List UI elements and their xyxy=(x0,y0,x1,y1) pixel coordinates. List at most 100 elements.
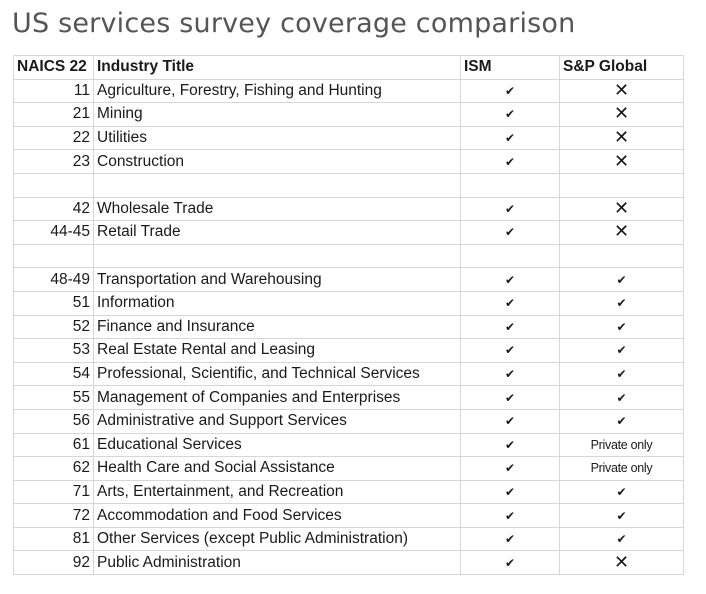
ism-coverage-cell: ✔ xyxy=(460,78,560,104)
sp-global-coverage-cell: ✕ xyxy=(559,550,684,576)
ism-coverage-cell: ✔ xyxy=(460,338,560,363)
check-icon: ✔ xyxy=(616,343,627,358)
naics-code-cell: 62 xyxy=(13,456,94,481)
naics-code-cell: 52 xyxy=(13,314,94,340)
check-icon: ✔ xyxy=(504,437,516,452)
sp-global-coverage-cell xyxy=(559,172,684,198)
naics-code-cell: 42 xyxy=(13,196,94,222)
table-row: 54 Professional, Scientific, and Technica… xyxy=(13,361,684,387)
naics-code-cell: 55 xyxy=(13,385,94,410)
table-row: 62 Health Care and Social Assistance ✔ Priv… xyxy=(13,456,684,481)
industry-title-cell: Administrative and Support Services xyxy=(93,408,461,434)
cross-icon: ✕ xyxy=(613,551,630,572)
table-row: 48-49 Transportation and Warehousing ✔ ✔ xyxy=(13,267,684,292)
sp-global-coverage-cell: ✔ xyxy=(559,479,684,505)
naics-code-cell: 23 xyxy=(13,149,94,174)
cross-icon: ✕ xyxy=(613,197,630,218)
naics-code-cell: 22 xyxy=(13,125,94,151)
ism-coverage-cell: ✔ xyxy=(460,385,560,410)
naics-code-cell xyxy=(13,172,94,198)
ism-coverage-cell: ✔ xyxy=(460,125,560,151)
sp-global-coverage-cell: ✔ xyxy=(559,314,684,340)
industry-title-cell: Wholesale Trade xyxy=(93,196,461,222)
industry-title-cell: Health Care and Social Assistance xyxy=(93,456,461,481)
sp-global-coverage-cell xyxy=(559,243,684,269)
ism-coverage-cell: ✔ xyxy=(460,479,560,505)
naics-code-cell: 48-49 xyxy=(13,267,94,292)
sp-global-coverage-cell: Private only xyxy=(559,456,684,481)
check-icon: ✔ xyxy=(616,272,627,287)
sp-global-coverage-cell: Private only xyxy=(559,432,684,458)
private-only-note: Private only xyxy=(590,437,653,452)
private-only-note: Private only xyxy=(590,461,653,476)
naics-code-cell: 53 xyxy=(13,338,94,363)
naics-code-cell: 61 xyxy=(13,432,94,458)
check-icon: ✔ xyxy=(504,131,516,146)
sp-global-coverage-cell: ✕ xyxy=(559,125,684,151)
table-row: 22 Utilities ✔ ✕ xyxy=(13,125,684,151)
ism-coverage-cell: ✔ xyxy=(460,361,560,387)
industry-title-cell: Mining xyxy=(93,102,461,127)
check-icon: ✔ xyxy=(616,296,627,311)
table-row: 21 Mining ✔ ✕ xyxy=(13,102,684,127)
check-icon: ✔ xyxy=(504,555,516,570)
industry-title-cell: Transportation and Warehousing xyxy=(93,267,461,292)
naics-code-cell: 11 xyxy=(13,78,94,104)
table-row: 52 Finance and Insurance ✔ ✔ xyxy=(13,314,684,340)
sp-global-coverage-cell: ✔ xyxy=(559,385,684,410)
sp-global-coverage-cell: ✔ xyxy=(559,361,684,387)
sp-global-coverage-cell: ✔ xyxy=(559,267,684,292)
industry-title-cell: Construction xyxy=(93,149,461,174)
table-row xyxy=(13,172,684,198)
table-row: 44-45 Retail Trade ✔ ✕ xyxy=(13,220,684,245)
cross-icon: ✕ xyxy=(613,127,630,148)
ism-coverage-cell: ✔ xyxy=(460,149,560,174)
table-body: 11 Agriculture, Forestry, Fishing and Hun… xyxy=(13,78,684,576)
sp-global-coverage-cell: ✔ xyxy=(559,503,684,528)
industry-title-cell xyxy=(93,243,461,269)
ism-coverage-cell: ✔ xyxy=(460,432,560,458)
sp-global-coverage-cell: ✔ xyxy=(559,290,684,316)
naics-code-cell: 72 xyxy=(13,503,94,528)
naics-code-cell xyxy=(13,243,94,269)
check-icon: ✔ xyxy=(504,107,516,122)
cross-icon: ✕ xyxy=(613,150,630,171)
naics-code-cell: 71 xyxy=(13,479,94,505)
sp-global-coverage-cell: ✕ xyxy=(559,196,684,222)
table-row: 71 Arts, Entertainment, and Recreation ✔ ✔ xyxy=(13,479,684,505)
table-row: 72 Accommodation and Food Services ✔ ✔ xyxy=(13,503,684,528)
naics-code-cell: 92 xyxy=(13,550,94,576)
table-row: 23 Construction ✔ ✕ xyxy=(13,149,684,174)
industry-title-cell: Retail Trade xyxy=(93,220,461,245)
check-icon: ✔ xyxy=(504,532,516,547)
industry-title-cell: Utilities xyxy=(93,125,461,151)
check-icon: ✔ xyxy=(504,83,516,98)
industry-title-cell: Real Estate Rental and Leasing xyxy=(93,338,461,363)
industry-title-header: Industry Title xyxy=(93,55,461,80)
industry-title-cell: Accommodation and Food Services xyxy=(93,503,461,528)
table-row: 11 Agriculture, Forestry, Fishing and Hun… xyxy=(13,78,684,104)
naics-code-cell: 54 xyxy=(13,361,94,387)
check-icon: ✔ xyxy=(504,414,516,429)
table-row: 92 Public Administration ✔ ✕ xyxy=(13,550,684,576)
check-icon: ✔ xyxy=(504,508,516,523)
naics-code-cell: 51 xyxy=(13,290,94,316)
check-icon: ✔ xyxy=(504,461,516,476)
sp-global-coverage-cell: ✔ xyxy=(559,338,684,363)
ism-coverage-cell xyxy=(460,243,560,269)
naics-code-cell: 44-45 xyxy=(13,220,94,245)
ism-coverage-cell: ✔ xyxy=(460,102,560,127)
table-header-row: NAICS 22 Industry Title ISM S&P Global xyxy=(13,55,684,80)
check-icon: ✔ xyxy=(504,201,516,216)
check-icon: ✔ xyxy=(616,414,627,429)
table-row: 56 Administrative and Support Services ✔ ✔ xyxy=(13,408,684,434)
ism-coverage-cell: ✔ xyxy=(460,267,560,292)
naics-header: NAICS 22 xyxy=(13,55,94,80)
industry-title-cell: Management of Companies and Enterprises xyxy=(93,385,461,410)
sp-global-coverage-cell: ✕ xyxy=(559,102,684,127)
table-row: 53 Real Estate Rental and Leasing ✔ ✔ xyxy=(13,338,684,363)
cross-icon: ✕ xyxy=(613,103,630,124)
check-icon: ✔ xyxy=(504,225,516,240)
industry-title-cell: Arts, Entertainment, and Recreation xyxy=(93,479,461,505)
table-row: 55 Management of Companies and Enterprise… xyxy=(13,385,684,410)
